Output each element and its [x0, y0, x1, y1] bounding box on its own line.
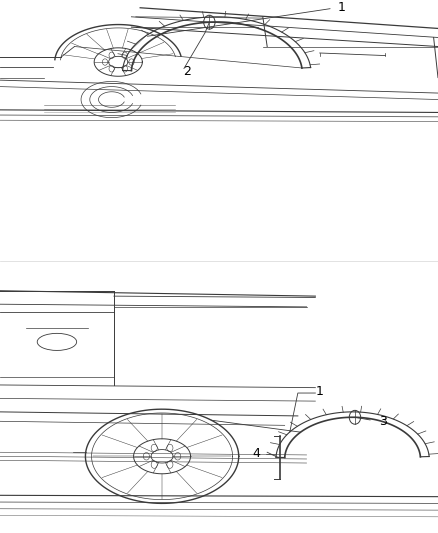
Bar — [0, 0, 438, 259]
Text: 3: 3 — [379, 415, 387, 428]
Text: 1: 1 — [337, 1, 345, 14]
Text: 4: 4 — [253, 447, 261, 460]
Text: 2: 2 — [183, 64, 191, 78]
Bar — [0, 264, 438, 533]
Text: 1: 1 — [315, 385, 323, 398]
